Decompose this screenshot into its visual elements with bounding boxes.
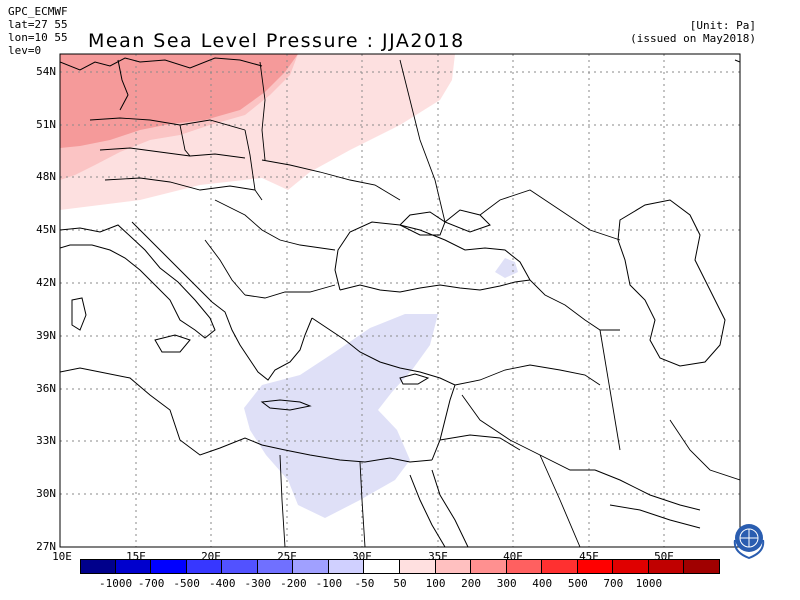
anomaly-region-black-sea <box>495 258 518 278</box>
model-name: GPC_ECMWF <box>8 5 68 18</box>
colorbar-swatch <box>400 559 436 574</box>
colorbar-swatch <box>364 559 400 574</box>
colorbar-swatch <box>471 559 507 574</box>
lat-label: 45N <box>36 223 56 236</box>
colorbar-label: -700 <box>137 577 165 590</box>
colorbar-swatch <box>542 559 578 574</box>
wmo-logo <box>733 524 765 560</box>
lon-label: 10E <box>52 550 72 563</box>
colorbar-label: 700 <box>603 577 624 590</box>
colorbar-label: -100 <box>315 577 343 590</box>
colorbar-swatch <box>684 559 720 574</box>
colorbar-label: 200 <box>461 577 482 590</box>
colorbar-swatch <box>506 559 543 574</box>
colorbar-label: -300 <box>244 577 272 590</box>
colorbar-swatch <box>151 559 187 574</box>
metadata-block: GPC_ECMWF lat=27 55 lon=10 55 lev=0 <box>8 5 68 57</box>
colorbar-swatch <box>293 559 329 574</box>
lat-range-text: lat=27 55 <box>8 18 68 31</box>
coastlines <box>60 57 740 547</box>
colorbar-label: -500 <box>173 577 200 590</box>
colorbar-swatch <box>115 559 152 574</box>
colorbar-label: 1000 <box>635 577 663 590</box>
colorbar-swatch <box>80 559 116 574</box>
unit-text: [Unit: Pa] <box>689 19 756 32</box>
lon-range-text: lon=10 55 <box>8 31 68 44</box>
colorbar-label: 50 <box>393 577 407 590</box>
lat-label: 51N <box>36 118 56 131</box>
colorbar-swatch <box>257 559 294 574</box>
map-border <box>59 53 741 548</box>
colorbar-swatch <box>648 559 685 574</box>
lat-label: 36N <box>36 382 56 395</box>
colorbar-swatch <box>328 559 365 574</box>
colorbar-label: -400 <box>208 577 236 590</box>
lat-label: 48N <box>36 170 56 183</box>
colorbar-swatch <box>186 559 223 574</box>
lat-label: 42N <box>36 276 56 289</box>
colorbar-label: 100 <box>425 577 446 590</box>
colorbar-label: -50 <box>354 577 375 590</box>
lat-label: 33N <box>36 434 56 447</box>
anomaly-region-200-300 <box>60 54 298 148</box>
colorbar-label: 300 <box>496 577 517 590</box>
map-title: Mean Sea Level Pressure : JJA2018 <box>88 30 465 52</box>
colorbar-swatch <box>435 559 472 574</box>
colorbar-swatch <box>577 559 614 574</box>
borders <box>89 59 740 547</box>
colorbar-swatch <box>222 559 258 574</box>
unit-block: [Unit: Pa] (issued on May2018) <box>630 19 756 45</box>
colorbar-label: 500 <box>567 577 588 590</box>
issued-text: (issued on May2018) <box>630 32 756 45</box>
lat-label: 39N <box>36 329 56 342</box>
lat-label: 30N <box>36 487 56 500</box>
anomaly-region-eastern-mediterranean <box>244 314 438 518</box>
lat-label: 27N <box>36 540 56 553</box>
level-text: lev=0 <box>8 44 42 57</box>
colorbar-label: -200 <box>280 577 307 590</box>
colorbar-label: 400 <box>532 577 553 590</box>
colorbar-label: -1000 <box>98 577 133 590</box>
lat-label: 54N <box>36 65 56 78</box>
colorbar-swatch <box>613 559 649 574</box>
